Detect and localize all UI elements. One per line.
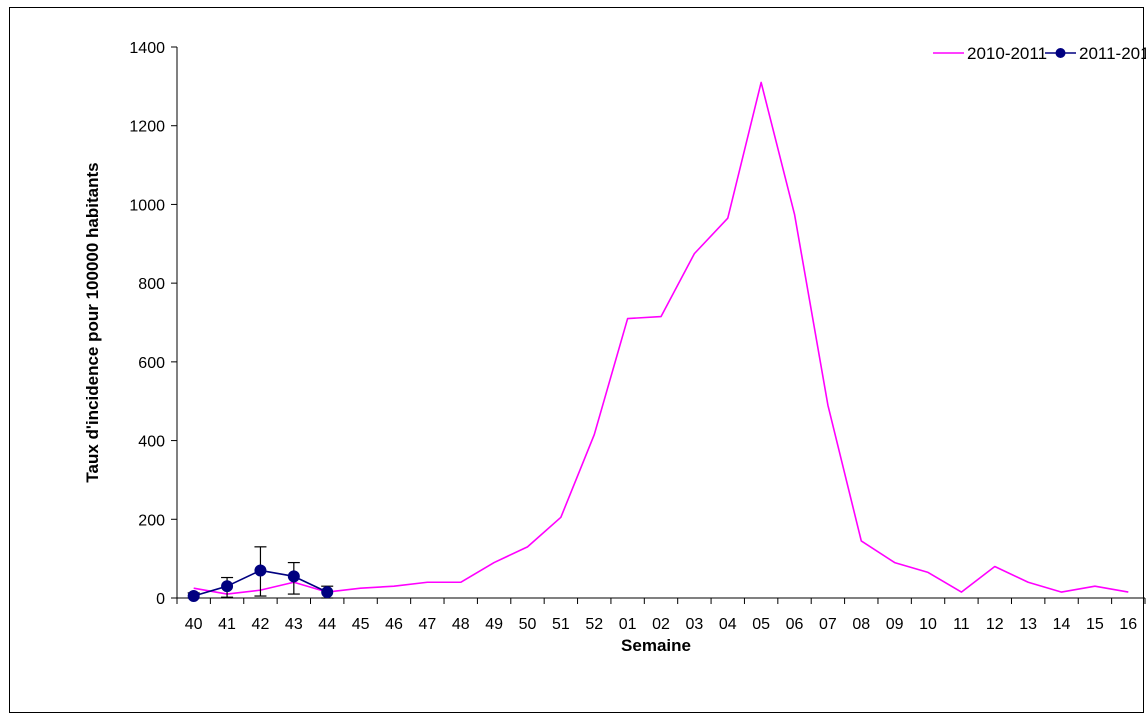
x-tick-label: 50: [519, 616, 537, 633]
x-tick-label: 08: [852, 616, 870, 633]
x-tick-label: 48: [452, 616, 470, 633]
x-tick-label: 02: [652, 616, 670, 633]
data-point: [321, 586, 334, 599]
x-tick-label: 07: [819, 616, 837, 633]
x-tick-label: 01: [619, 616, 637, 633]
legend-label: 2011-2012: [1079, 44, 1146, 63]
y-tick-label: 200: [138, 512, 165, 529]
x-tick-label: 45: [352, 616, 370, 633]
x-axis-title: Semaine: [621, 636, 691, 655]
y-tick-label: 600: [138, 355, 165, 372]
x-tick-label: 41: [218, 616, 236, 633]
x-tick-label: 04: [719, 616, 737, 633]
x-tick-label: 09: [886, 616, 904, 633]
data-point: [287, 570, 300, 583]
x-tick-label: 11: [953, 616, 970, 633]
series-layer: [187, 81, 1129, 603]
legend-label: 2010-2011: [967, 44, 1047, 63]
series-line: [193, 81, 1129, 595]
x-tick-label: 15: [1086, 616, 1104, 633]
x-tick-label: 46: [385, 616, 403, 633]
x-axis-ticks: 40 41 42 43 44 45 46 47 48 49 50 51 52 01 02 03 04 05 06 07…: [176, 598, 1146, 633]
x-tick-label: 06: [786, 616, 804, 633]
data-point: [221, 580, 234, 593]
x-tick-label: 14: [1053, 616, 1071, 633]
y-tick-label: 1400: [129, 40, 165, 57]
chart-border: [9, 7, 1144, 713]
x-tick-label: 44: [318, 616, 336, 633]
data-point: [187, 590, 200, 603]
legend-marker: [1055, 48, 1066, 58]
x-tick-label: 52: [585, 616, 603, 633]
x-tick-label: 03: [685, 616, 703, 633]
y-tick-label: 1000: [129, 197, 165, 214]
x-tick-label: 13: [1019, 616, 1037, 633]
x-tick-label: 43: [285, 616, 303, 633]
y-axis-ticks: 0 200 400 600 800 1000 1200 1400: [129, 40, 177, 608]
x-tick-label: 47: [418, 616, 436, 633]
x-tick-label: 49: [485, 616, 503, 633]
y-axis-title: Taux d'incidence pour 100000 habitants: [83, 162, 102, 482]
legend: 2010-2011 2011-2012: [933, 44, 1146, 63]
y-tick-label: 0: [156, 591, 165, 608]
series-2010-2011: [193, 81, 1129, 595]
legend-item: 2011-2012: [1045, 44, 1146, 63]
series-2011-2012: [187, 546, 334, 603]
x-tick-label: 40: [185, 616, 203, 633]
x-tick-label: 51: [552, 616, 570, 633]
y-tick-label: 800: [138, 276, 165, 293]
x-tick-label: 42: [252, 616, 270, 633]
x-tick-label: 12: [986, 616, 1004, 633]
legend-item: 2010-2011: [933, 44, 1047, 63]
x-tick-label: 10: [919, 616, 937, 633]
x-tick-label: 16: [1119, 616, 1137, 633]
y-tick-label: 400: [138, 434, 165, 451]
y-tick-label: 1200: [129, 119, 165, 136]
x-tick-label: 05: [752, 616, 770, 633]
data-point: [254, 564, 267, 577]
